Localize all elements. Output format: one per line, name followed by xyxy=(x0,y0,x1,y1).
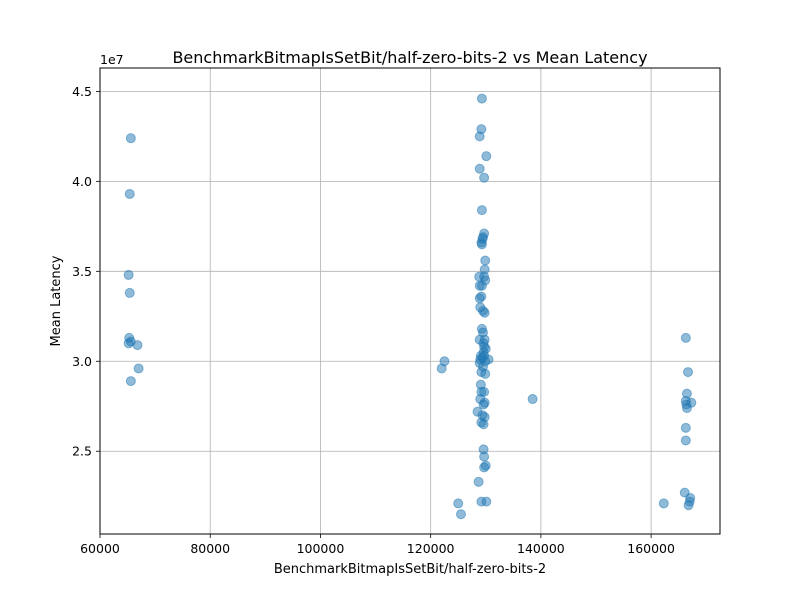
data-point xyxy=(133,363,144,374)
data-point xyxy=(473,476,484,487)
data-point xyxy=(474,280,485,291)
data-point xyxy=(132,340,143,351)
data-point xyxy=(476,93,487,104)
data-point xyxy=(479,172,490,183)
data-point xyxy=(479,451,490,462)
data-point xyxy=(681,403,692,414)
data-point xyxy=(683,500,694,511)
data-point xyxy=(683,367,694,378)
data-point xyxy=(680,422,691,433)
x-tick-label: 80000 xyxy=(190,541,230,556)
x-axis-label: BenchmarkBitmapIsSetBit/half-zero-bits-2 xyxy=(274,562,546,577)
data-point xyxy=(123,269,134,280)
data-point xyxy=(479,307,490,318)
grid xyxy=(99,68,720,534)
data-point xyxy=(658,498,669,509)
data-point xyxy=(479,462,490,473)
x-tick-label: 120000 xyxy=(407,541,455,556)
data-point xyxy=(474,131,485,142)
chart-title: BenchmarkBitmapIsSetBit/half-zero-bits-2… xyxy=(172,48,647,67)
data-point xyxy=(125,133,136,144)
data-point xyxy=(476,496,487,507)
data-point xyxy=(436,363,447,374)
data-point xyxy=(124,287,135,298)
data-point xyxy=(680,332,691,343)
data-point xyxy=(480,255,491,266)
data-point xyxy=(474,163,485,174)
y-tick-label: 4.5 xyxy=(72,84,92,99)
data-point xyxy=(474,293,485,304)
data-point xyxy=(481,151,492,162)
y-tick-label: 3.5 xyxy=(72,264,92,279)
axis-ticks: 60000 80000 100000 120000 140000 160000 2.5 3.0… xyxy=(72,84,675,556)
data-point xyxy=(476,239,487,250)
x-tick-label: 100000 xyxy=(297,541,345,556)
y-axis-label: Mean Latency xyxy=(49,255,64,346)
data-point xyxy=(123,338,134,349)
data-point xyxy=(479,397,490,408)
y-tick-label: 2.5 xyxy=(72,444,92,459)
data-point xyxy=(527,394,538,405)
data-point xyxy=(455,509,466,520)
x-tick-label: 140000 xyxy=(517,541,565,556)
plot-frame xyxy=(99,67,721,535)
y-axis-offset-label: 1e7 xyxy=(100,52,124,67)
data-point xyxy=(680,435,691,446)
data-points xyxy=(123,93,697,520)
x-tick-label: 160000 xyxy=(627,541,675,556)
x-tick-label: 60000 xyxy=(80,541,120,556)
data-point xyxy=(453,498,464,509)
data-point xyxy=(480,368,491,379)
data-point xyxy=(478,419,489,430)
data-point xyxy=(124,188,135,199)
y-tick-label: 3.0 xyxy=(72,354,92,369)
y-tick-label: 4.0 xyxy=(72,174,92,189)
data-point xyxy=(476,205,487,216)
data-point xyxy=(125,376,136,387)
